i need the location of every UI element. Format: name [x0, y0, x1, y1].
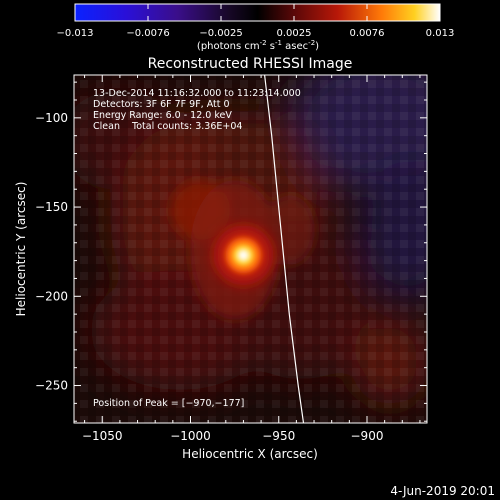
info-energy-range: Energy Range: 6.0 - 12.0 keV — [93, 110, 232, 121]
y-tick-label: −250 — [35, 379, 68, 393]
colorbar-tick-label: −0.013 — [56, 28, 93, 39]
info-detectors: Detectors: 3F 6F 7F 9F, Att 0 — [93, 99, 230, 110]
colorbar-tick-labels: −0.013 −0.0076 −0.0025 0.0025 0.0076 0.013 — [56, 28, 454, 39]
x-axis-ticks: −1050 −1000 −950 −900 — [82, 75, 421, 443]
peak-center — [237, 249, 250, 262]
x-tick-label: −950 — [262, 429, 295, 443]
y-tick-label: −150 — [35, 200, 68, 214]
colorbar-tick-label: 0.0076 — [350, 28, 385, 39]
colorbar-unit-label: (photons cm-2 s-1 asec-2) — [197, 39, 319, 52]
colorbar-tick-label: 0.013 — [426, 28, 455, 39]
peak-source — [213, 225, 274, 286]
colorbar: −0.013 −0.0076 −0.0025 0.0025 0.0076 0.013 (p… — [56, 3, 454, 52]
chart-title: Reconstructed RHESSI Image — [148, 56, 353, 72]
y-axis-label: Heliocentric Y (arcsec) — [14, 182, 28, 317]
x-axis-label: Heliocentric X (arcsec) — [182, 447, 318, 461]
plot-frame — [73, 74, 428, 424]
x-tick-label: −1000 — [170, 429, 211, 443]
solar-limb-line — [264, 75, 305, 423]
x-tick-label: −900 — [351, 429, 384, 443]
colorbar-gradient — [74, 3, 441, 22]
y-axis-ticks: −100 −150 −200 −250 — [35, 81, 427, 422]
peak-position-label: Position of Peak = [−970,−177] — [93, 398, 244, 409]
info-text: 13-Dec-2014 11:16:32.000 to 11:23:14.000… — [93, 88, 301, 409]
x-tick-label: −1050 — [82, 429, 123, 443]
colorbar-ticks — [74, 4, 441, 21]
footer-date: 4-Jun-2019 20:01 — [390, 484, 495, 498]
colorbar-tick-label: 0.0025 — [277, 28, 312, 39]
colorbar-tick-label: −0.0076 — [126, 28, 169, 39]
info-clean-counts: Clean Total counts: 3.36E+04 — [93, 121, 242, 132]
y-tick-label: −200 — [35, 289, 68, 303]
heatmap-image — [74, 75, 427, 423]
info-time-range: 13-Dec-2014 11:16:32.000 to 11:23:14.000 — [93, 88, 301, 99]
colorbar-tick-label: −0.0025 — [199, 28, 242, 39]
y-tick-label: −100 — [35, 111, 68, 125]
